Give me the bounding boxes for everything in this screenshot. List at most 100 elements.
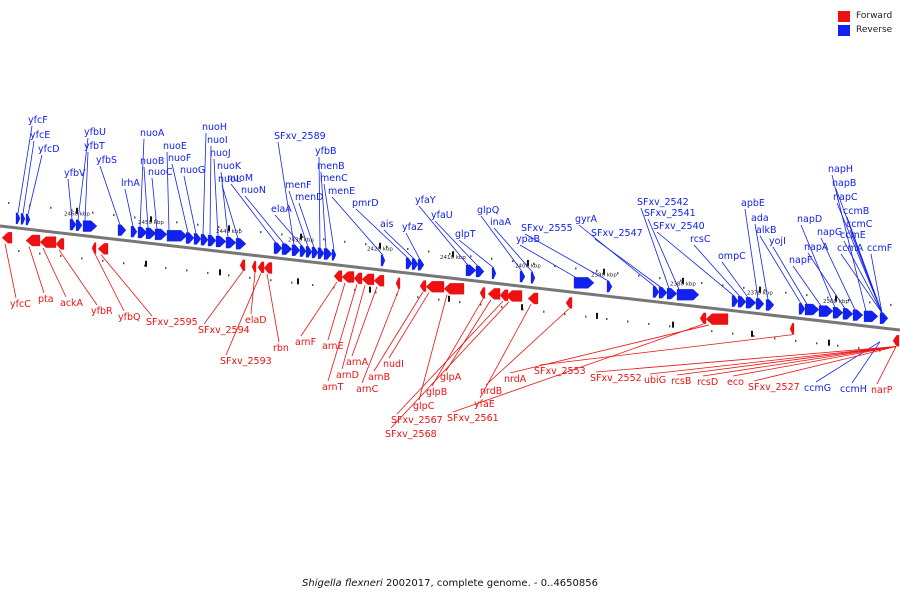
forward-leader-line xyxy=(649,346,897,375)
reverse-gene-label: nuoM xyxy=(227,173,253,184)
reverse-leader-line xyxy=(815,341,881,383)
forward-leader-line xyxy=(753,346,897,382)
forward-gene-label: SFxv_2568 xyxy=(385,429,437,440)
reverse-gene-label: ada xyxy=(751,213,769,224)
reverse-gene-label: SFxv_2542 xyxy=(637,197,689,208)
ruler-major-tick xyxy=(452,251,454,258)
reverse-gene-label: nuoC xyxy=(148,167,173,178)
reverse-leader-line xyxy=(772,246,808,305)
reverse-gene-arrow xyxy=(731,295,739,307)
forward-leader-line xyxy=(485,308,570,386)
reverse-leader-line xyxy=(22,140,35,214)
forward-leader-line xyxy=(388,292,430,359)
ruler-tick xyxy=(81,257,83,260)
reverse-leader-line xyxy=(820,237,856,310)
ruler-tick xyxy=(827,296,829,299)
forward-gene-arrow xyxy=(565,297,573,309)
ruler-tick xyxy=(39,252,41,255)
reverse-gene-label: elaA xyxy=(271,204,292,215)
reverse-leader-line xyxy=(171,163,189,233)
reverse-gene-label: yfaY xyxy=(415,195,436,206)
reverse-leader-line xyxy=(27,154,43,215)
forward-strand-features xyxy=(1,232,900,347)
reverse-leader-line xyxy=(288,190,309,247)
forward-gene-label: arnD xyxy=(336,370,359,381)
forward-leader-line xyxy=(595,346,897,373)
ruler-tick xyxy=(71,209,73,212)
reverse-leader-line xyxy=(355,208,409,259)
reverse-gene-arrow xyxy=(166,230,188,242)
reverse-leader-line xyxy=(318,156,321,248)
scale-label: 2430 kbp xyxy=(288,237,314,243)
ruler-tick xyxy=(375,291,377,294)
reverse-gene-label: nuoG xyxy=(180,165,205,176)
forward-gene-arrow xyxy=(527,292,539,305)
ruler-major-tick xyxy=(828,339,830,346)
forward-gene-arrow xyxy=(55,238,65,250)
ruler-tick xyxy=(648,322,650,325)
reverse-gene-arrow xyxy=(69,218,77,231)
ruler-tick xyxy=(659,277,661,280)
ruler-tick xyxy=(701,282,703,285)
forward-leader-line xyxy=(445,299,492,372)
forward-leader-line xyxy=(266,273,280,343)
ruler-tick xyxy=(816,342,818,345)
forward-gene-label: SFxv_2567 xyxy=(391,415,443,426)
reverse-gene-label: nuoB xyxy=(140,156,164,167)
reverse-gene-label: ccmF xyxy=(867,243,892,254)
reverse-gene-arrow xyxy=(666,287,678,300)
ruler-tick xyxy=(795,339,797,342)
ruler-tick xyxy=(543,310,545,313)
ruler-tick xyxy=(858,347,860,350)
reverse-leader-line xyxy=(744,208,759,299)
ruler-tick xyxy=(512,260,514,263)
reverse-leader-line xyxy=(17,125,33,214)
reverse-gene-label: yfbS xyxy=(96,155,117,166)
reverse-swatch xyxy=(838,24,850,36)
ruler-tick xyxy=(606,318,608,321)
ruler-tick xyxy=(344,240,346,243)
forward-gene-label: yfbR xyxy=(91,306,113,317)
ruler-tick xyxy=(207,271,209,274)
ruler-major-tick xyxy=(76,207,78,214)
reverse-gene-label: SFxv_2540 xyxy=(653,221,705,232)
forward-leader-line xyxy=(390,301,510,429)
reverse-leader-line xyxy=(519,244,577,278)
reverse-gene-label: SFxv_2547 xyxy=(591,228,643,239)
ruler-major-tick xyxy=(369,286,371,293)
reverse-gene-label: alkB xyxy=(756,225,776,236)
forward-gene-arrow xyxy=(91,242,97,254)
forward-gene-arrow xyxy=(333,270,343,282)
reverse-leader-line xyxy=(124,188,134,227)
forward-leader-line xyxy=(676,346,897,376)
reverse-gene-arrow xyxy=(755,298,765,310)
forward-leader-line xyxy=(876,346,897,385)
reverse-leader-line xyxy=(221,184,239,239)
forward-gene-label: SFxv_2552 xyxy=(590,373,642,384)
ruler-tick xyxy=(774,337,776,340)
reverse-gene-arrow xyxy=(465,264,477,276)
reverse-gene-label: napC xyxy=(833,192,858,203)
reverse-gene-arrow xyxy=(215,235,227,248)
reverse-gene-arrow xyxy=(154,228,168,241)
forward-gene-label: glpC xyxy=(413,401,435,412)
ruler-tick xyxy=(354,288,356,291)
ruler-tick xyxy=(890,303,892,306)
ruler-tick xyxy=(123,262,125,265)
ruler-tick xyxy=(585,315,587,318)
reverse-leader-line xyxy=(693,244,741,297)
reverse-gene-arrow xyxy=(818,305,834,317)
ruler-tick xyxy=(239,228,241,231)
reverse-gene-arrow xyxy=(879,312,889,324)
reverse-leader-line xyxy=(202,132,207,235)
forward-gene-label: elaD xyxy=(245,315,267,326)
ruler-tick xyxy=(134,216,136,219)
forward-gene-label: SFxv_2561 xyxy=(447,413,499,424)
scale-label: 2420 kbp xyxy=(367,246,393,252)
forward-leader-line xyxy=(351,286,378,357)
reverse-gene-arrow xyxy=(573,277,595,289)
reverse-gene-arrow xyxy=(380,254,386,267)
reverse-gene-label: ccmG xyxy=(804,383,831,394)
reverse-gene-arrow xyxy=(225,236,237,249)
reverse-gene-arrow xyxy=(863,310,879,322)
